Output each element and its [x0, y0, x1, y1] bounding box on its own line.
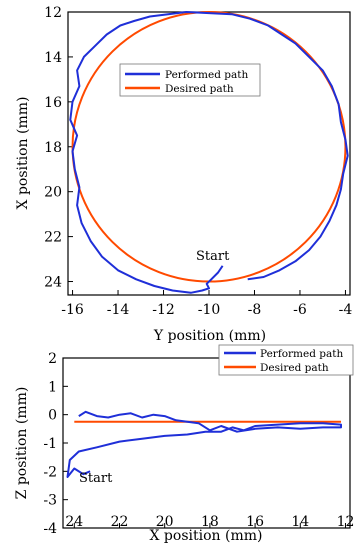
plot1-legend-desired-label: Desired path: [165, 83, 234, 95]
plot2-x-tick-label: 16: [246, 514, 264, 530]
circle-path-plot: -16 -14 -12 -10 -8 -6 -4 12 14 16 18 20 22 24 Perform…: [15, 5, 352, 344]
plot2-x-tick-label: 24: [65, 514, 83, 530]
plot2-y-tick-label: 1: [48, 379, 57, 395]
plot1-x-tick-label: -6: [293, 302, 307, 318]
plot2-legend-box: [218, 344, 354, 376]
plot2-x-tick-label: 12: [337, 514, 354, 530]
plot2-y-tick-label: -4: [43, 521, 57, 537]
plot2-legend-performed-label: Performed path: [260, 348, 343, 360]
plot2-y-tick-label: -3: [43, 493, 57, 509]
plot2-y-tick-label: -2: [43, 464, 57, 480]
plot2-x-axis-label: X position (mm): [150, 528, 263, 543]
plot1-y-axis-label: X position (mm): [15, 97, 31, 210]
plot1-y-tick-label: 20: [44, 185, 62, 201]
plot2-legend-desired-label: Desired path: [260, 362, 329, 374]
plot2-performed-line: [66, 410, 342, 478]
plot2-x-tick-label: 18: [201, 514, 219, 530]
plot2-y-tick-label: 2: [48, 351, 57, 367]
plot1-performed-path: [69, 11, 349, 294]
plot1-y-tick-label: 22: [44, 230, 62, 246]
plot1-legend-performed-label: Performed path: [165, 69, 248, 81]
plot2-y-tick-label: 0: [48, 408, 57, 424]
plot1-ticks: -16 -14 -12 -10 -8 -6 -4 12 14 16 18 20 22 24: [44, 5, 352, 318]
plot1-y-tick-label: 24: [44, 275, 62, 291]
plot1-y-tick-label: 14: [44, 50, 62, 66]
plot1-performed-line: [69, 11, 349, 294]
plot1-x-axis-label: Y position (mm): [153, 328, 266, 344]
plot1-legend-box: [119, 63, 261, 97]
z-path-plot: 24 22 20 18 16 14 12 2 1 0 -1 -2 -3 -4 Performed path…: [14, 344, 354, 543]
plot2-start-annotation: Start: [79, 471, 113, 486]
plot1-x-tick-label: -12: [152, 302, 175, 318]
plot1-y-tick-label: 12: [44, 5, 62, 21]
plot1-x-tick-label: -14: [107, 302, 130, 318]
plot1-x-tick-label: -4: [339, 302, 353, 318]
plot2-y-tick-label: -1: [43, 436, 57, 452]
plot2-ticks: 24 22 20 18 16 14 12 2 1 0 -1 -2 -3 -4: [43, 351, 354, 537]
plot1-legend: Performed path Desired path: [119, 63, 261, 97]
plot1-x-tick-label: -16: [61, 302, 84, 318]
plot2-y-axis-label: Z position (mm): [14, 387, 30, 500]
plot2-performed-path: [66, 410, 342, 478]
plot2-x-tick-label: 14: [291, 514, 309, 530]
plot2-legend: Performed path Desired path: [218, 344, 354, 376]
plot1-y-tick-label: 16: [44, 95, 62, 111]
plot2-x-tick-label: 22: [111, 514, 129, 530]
plot1-start-annotation: Start: [196, 249, 230, 264]
plot1-x-tick-label: -8: [248, 302, 262, 318]
plot1-y-tick-label: 18: [44, 140, 62, 156]
plot1-x-tick-label: -10: [198, 302, 221, 318]
plot2-x-tick-label: 20: [156, 514, 174, 530]
plot2-frame: [62, 357, 351, 529]
